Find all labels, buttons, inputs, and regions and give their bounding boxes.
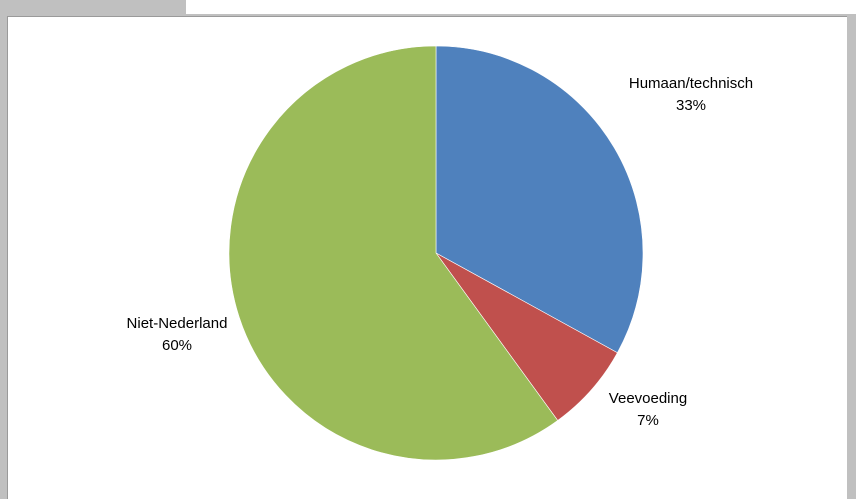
slice-percent-label: 60% bbox=[162, 337, 192, 354]
slice-label: Veevoeding bbox=[609, 390, 687, 407]
pie-slice-humaan-technisch bbox=[435, 45, 644, 354]
pie-slice-niet-nederland bbox=[228, 45, 559, 461]
slice-label: Humaan/technisch bbox=[629, 75, 753, 92]
slice-percent-label: 33% bbox=[676, 97, 706, 114]
slice-percent-label: 7% bbox=[637, 412, 659, 429]
chart-title-strip bbox=[186, 0, 856, 14]
slice-label: Niet-Nederland bbox=[127, 315, 228, 332]
